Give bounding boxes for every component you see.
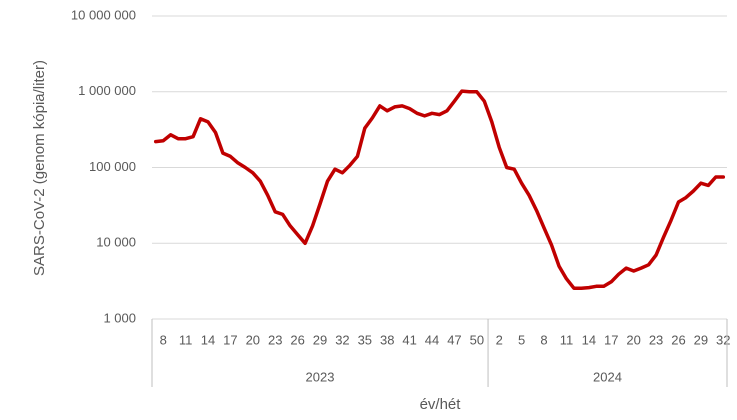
x-tick-label: 35: [358, 332, 372, 347]
x-tick-label: 47: [447, 332, 461, 347]
x-tick-label: 29: [313, 332, 327, 347]
x-tick-label: 32: [335, 332, 349, 347]
x-tick-label: 44: [425, 332, 439, 347]
x-tick-label: 11: [560, 332, 574, 347]
x-tick-label: 5: [518, 332, 525, 347]
y-tick-label: 10 000 000: [71, 7, 136, 22]
x-tick-label: 14: [582, 332, 596, 347]
y-tick-label: 100 000: [89, 159, 136, 174]
x-tick-label: 8: [160, 332, 167, 347]
x-tick-label: 29: [694, 332, 708, 347]
x-tick-label: 23: [268, 332, 282, 347]
x-tick-label: 17: [223, 332, 237, 347]
x-tick-label: 26: [290, 332, 304, 347]
x-tick-label: 14: [201, 332, 215, 347]
x-tick-label: 50: [470, 332, 484, 347]
x-tick-label: 11: [179, 332, 193, 347]
y-tick-label: 1 000: [103, 310, 136, 325]
x-tick-label: 26: [671, 332, 685, 347]
y-tick-label: 10 000: [96, 235, 136, 250]
y-tick-label: 1 000 000: [78, 83, 136, 98]
data-line: [153, 89, 726, 290]
x-tick-label: 8: [540, 332, 547, 347]
x-tick-label: 38: [380, 332, 394, 347]
x-tick-label: 17: [604, 332, 618, 347]
group-label: 2024: [593, 369, 622, 384]
x-tick-label: 32: [716, 332, 730, 347]
x-tick-label: 23: [649, 332, 663, 347]
x-tick-label: 41: [402, 332, 416, 347]
x-tick-label: 20: [246, 332, 260, 347]
group-label: 2023: [306, 369, 335, 384]
y-axis-label: SARS-CoV-2 (genom kópia/liter): [31, 60, 48, 276]
x-tick-label: 20: [626, 332, 640, 347]
x-tick-label: 2: [496, 332, 503, 347]
x-axis-label: év/hét: [420, 396, 462, 413]
